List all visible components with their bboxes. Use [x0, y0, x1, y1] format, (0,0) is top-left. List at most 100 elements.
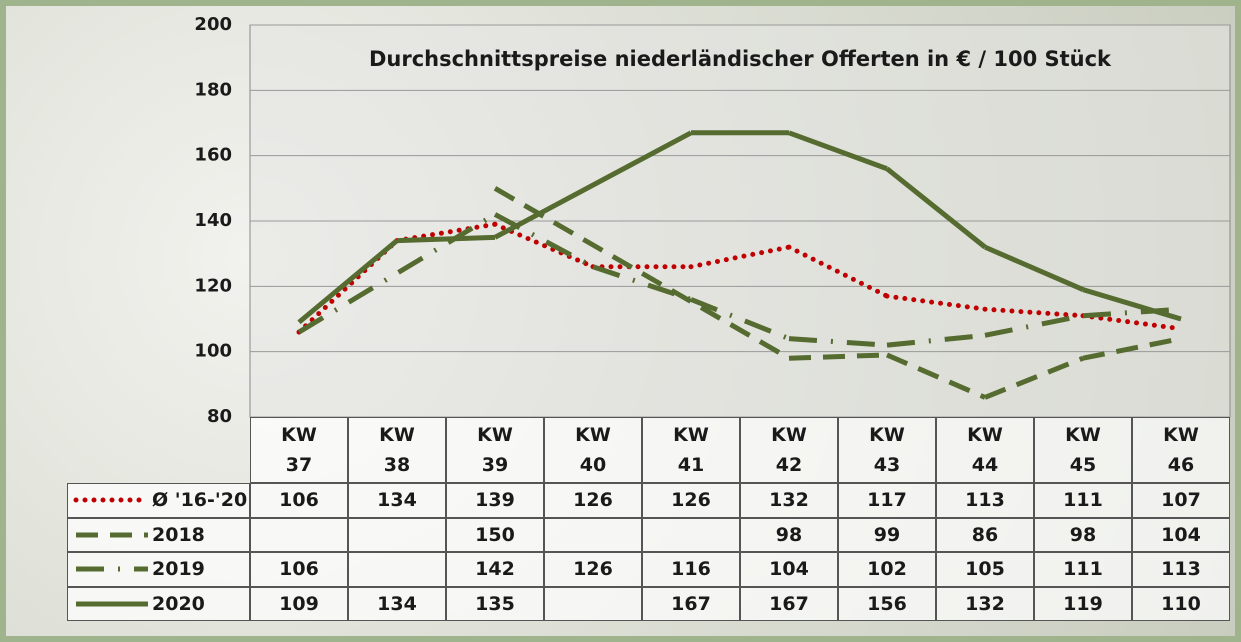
- table-value-text: 132: [769, 489, 809, 512]
- table-value-text: 126: [573, 489, 613, 512]
- table-value: 132: [936, 586, 1034, 621]
- table-value: 135: [446, 586, 544, 621]
- series-line: [984, 313, 1084, 338]
- category-header-text: KW 38: [379, 424, 415, 476]
- table-value-text: 98: [775, 523, 803, 546]
- legend-label: 2018: [152, 523, 205, 546]
- series-line: [690, 297, 790, 341]
- table-value: 167: [740, 586, 838, 621]
- table-value-text: 132: [965, 592, 1005, 615]
- table-value: 106: [250, 552, 348, 587]
- legend-label: 2019: [152, 558, 205, 581]
- table-value: 105: [936, 552, 1034, 587]
- table-value: 116: [642, 552, 740, 587]
- series-line: [493, 130, 693, 240]
- y-tick-label: 140: [194, 210, 232, 231]
- category-header-text: KW 39: [477, 424, 513, 476]
- y-tick-label: 160: [194, 145, 232, 166]
- category-header-text: KW 45: [1065, 424, 1101, 476]
- table-value-text: 139: [475, 489, 515, 512]
- table-value: 126: [642, 483, 740, 518]
- legend-swatch: [76, 566, 148, 572]
- table-value: 104: [1132, 517, 1230, 552]
- table-value-text: 167: [769, 592, 809, 615]
- table-value: [544, 586, 642, 621]
- table-value-text: 111: [1063, 558, 1103, 581]
- table-value: 113: [1132, 552, 1230, 587]
- table-value: 102: [838, 552, 936, 587]
- table-value: 109: [250, 586, 348, 621]
- series-line: [1082, 287, 1182, 322]
- series-line: [886, 332, 986, 348]
- table-value: 111: [1034, 552, 1132, 587]
- table-value: [250, 517, 348, 552]
- legend-swatch: [76, 532, 148, 538]
- table-value-text: 156: [867, 592, 907, 615]
- y-tick-label: 100: [194, 341, 232, 362]
- category-header-text: KW 40: [575, 424, 611, 476]
- table-value: 106: [250, 483, 348, 518]
- table-value-text: 98: [1069, 523, 1097, 546]
- table-value: 110: [1132, 586, 1230, 621]
- table-value: 167: [642, 586, 740, 621]
- table-value-text: 119: [1063, 592, 1103, 615]
- series-line: [984, 355, 1084, 400]
- chart-title: Durchschnittspreise niederländischer Off…: [369, 47, 1112, 71]
- table-value-text: 135: [475, 592, 515, 615]
- category-header: KW 38: [348, 417, 446, 483]
- series-line: [396, 234, 496, 244]
- series-line: [1080, 313, 1184, 332]
- series-line: [493, 212, 595, 269]
- series-line: [788, 352, 888, 361]
- chart: Durchschnittspreise niederländischer Off…: [194, 14, 1231, 427]
- table-value: 99: [838, 517, 936, 552]
- series-line: [982, 306, 1086, 319]
- table-value: 119: [1034, 586, 1132, 621]
- series-line: [788, 336, 888, 348]
- series-line: [786, 244, 890, 299]
- table-value-text: 126: [671, 489, 711, 512]
- series-line: [886, 352, 986, 400]
- category-header: KW 37: [250, 417, 348, 483]
- table-value: 111: [1034, 483, 1132, 518]
- table-value-text: 106: [279, 558, 319, 581]
- legend-swatch: [76, 601, 148, 607]
- legend-label: Ø '16-'20: [152, 489, 248, 512]
- legend-label: 2020: [152, 592, 205, 615]
- table-value-text: 102: [867, 558, 907, 581]
- table-value-text: 109: [279, 592, 319, 615]
- legend-entry: Ø '16-'20: [67, 483, 250, 518]
- table-value: 156: [838, 586, 936, 621]
- category-header: KW 42: [740, 417, 838, 483]
- table-value-text: 106: [279, 489, 319, 512]
- y-tick-label: 180: [194, 79, 232, 100]
- y-tick-label: 200: [194, 14, 232, 35]
- series-line: [1082, 336, 1182, 361]
- legend-entry: 2018: [67, 517, 250, 552]
- table-value-text: 167: [671, 592, 711, 615]
- table-value-text: 105: [965, 558, 1005, 581]
- table-value-text: 86: [971, 523, 999, 546]
- table-value: 132: [740, 483, 838, 518]
- table-value-text: 142: [475, 558, 515, 581]
- category-header-text: KW 37: [281, 424, 317, 476]
- category-header-text: KW 46: [1163, 424, 1199, 476]
- series-line: [984, 244, 1084, 292]
- table-value: 126: [544, 483, 642, 518]
- table-value: 134: [348, 586, 446, 621]
- category-header-text: KW 43: [869, 424, 905, 476]
- table-value: 107: [1132, 483, 1230, 518]
- category-header: KW 44: [936, 417, 1034, 483]
- category-header: KW 39: [446, 417, 544, 483]
- table-value: 134: [348, 483, 446, 518]
- category-header: KW 45: [1034, 417, 1132, 483]
- table-value-text: 111: [1063, 489, 1103, 512]
- table-value: 126: [544, 552, 642, 587]
- table-value-text: 134: [377, 592, 417, 615]
- table-value-text: 150: [475, 523, 515, 546]
- table-value-text: 104: [1161, 523, 1201, 546]
- y-tick-label: 120: [194, 275, 232, 296]
- category-header-text: KW 42: [771, 424, 807, 476]
- table-value: 98: [1034, 517, 1132, 552]
- table-value: 98: [740, 517, 838, 552]
